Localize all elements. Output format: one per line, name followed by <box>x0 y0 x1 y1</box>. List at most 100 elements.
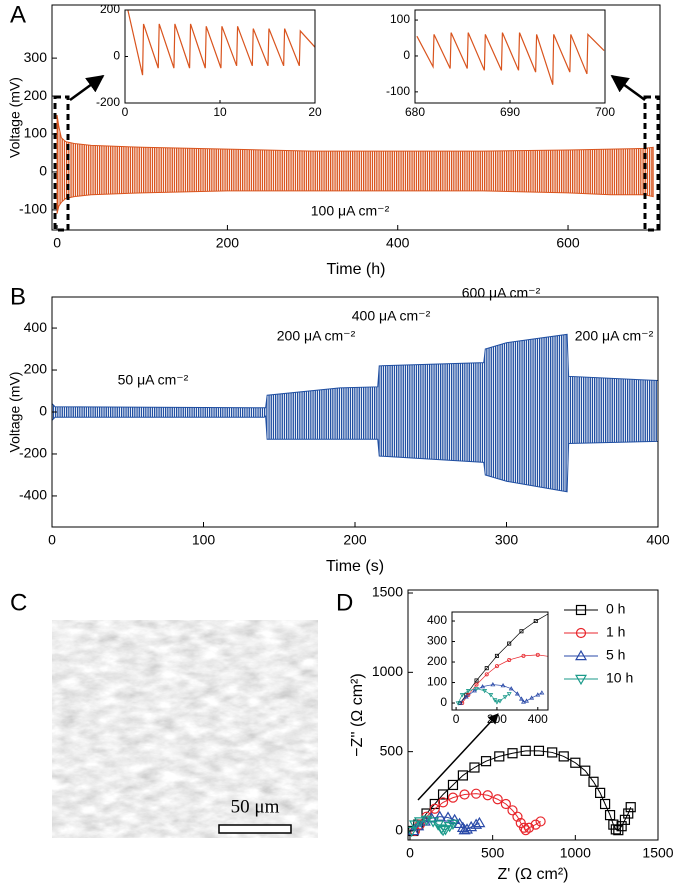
y-tick-label: 300 <box>427 634 447 648</box>
marker <box>480 684 486 689</box>
annotation: 600 μA cm⁻² <box>462 285 541 301</box>
y-tick-label: 1500 <box>372 584 403 600</box>
series-line <box>414 793 541 832</box>
y-tick-label: 400 <box>427 613 447 627</box>
marker <box>463 694 469 699</box>
marker <box>507 657 512 662</box>
x-tick-label: 20 <box>308 105 322 119</box>
zoom-box <box>643 95 660 232</box>
scale-bar-label: 50 μm <box>231 796 280 817</box>
marker <box>490 682 496 687</box>
x-tick-label: 0 <box>122 105 129 119</box>
marker <box>595 787 606 798</box>
x-tick-label: 10 <box>213 105 227 119</box>
legend-label: 5 h <box>606 647 625 663</box>
y-tick-label: 0 <box>39 403 47 419</box>
panel-letter: D <box>336 589 353 616</box>
marker <box>439 825 452 836</box>
x-axis-label: Time (s) <box>326 558 384 575</box>
arrow <box>69 74 105 102</box>
voltage-line <box>416 32 605 85</box>
marker <box>533 745 545 756</box>
marker <box>524 698 530 703</box>
y-tick-label: 1000 <box>372 663 403 679</box>
marker <box>472 688 477 693</box>
legend-label: 1 h <box>606 624 625 640</box>
marker <box>518 696 524 701</box>
marker <box>587 683 590 686</box>
marker <box>619 814 631 825</box>
x-tick-label: 200 <box>343 532 367 548</box>
annotation: 200 μA cm⁻² <box>575 328 654 344</box>
marker <box>521 699 526 704</box>
voltage-band <box>52 333 658 493</box>
marker <box>512 811 523 822</box>
x-tick-label: 400 <box>528 712 548 726</box>
x-tick-label: 690 <box>500 105 520 119</box>
marker <box>446 819 459 830</box>
marker <box>459 693 465 698</box>
marker <box>413 817 426 828</box>
arrow <box>417 713 499 801</box>
marker <box>408 820 421 831</box>
y-tick-label: 300 <box>24 49 48 65</box>
marker <box>494 751 505 762</box>
marker <box>435 824 448 835</box>
marker <box>502 695 508 700</box>
x-tick-label: 700 <box>595 105 615 119</box>
annotation: 100 μA cm⁻² <box>311 203 390 219</box>
legend-marker <box>575 604 587 616</box>
y-tick-label: 0 <box>440 695 447 709</box>
marker <box>437 789 449 800</box>
marker <box>616 821 627 832</box>
marker <box>595 697 598 700</box>
marker <box>599 798 611 810</box>
marker <box>469 762 480 773</box>
marker <box>437 825 450 837</box>
y-tick-label: 400 <box>24 319 48 335</box>
marker <box>523 822 535 833</box>
marker <box>474 678 479 683</box>
x-tick-label: 100 <box>192 532 216 548</box>
y-tick-label: 0 <box>395 822 403 838</box>
marker <box>520 825 531 836</box>
marker <box>455 701 461 706</box>
y-axis-label: Voltage (mV) <box>7 77 23 158</box>
marker <box>573 667 576 670</box>
marker <box>500 798 511 810</box>
marker <box>565 605 568 608</box>
marker <box>630 600 633 603</box>
series-line <box>459 613 548 704</box>
annotation: 200 μA cm⁻² <box>277 328 356 344</box>
marker <box>535 652 540 657</box>
marker <box>474 686 479 692</box>
series-line <box>461 654 548 704</box>
x-tick-label: 0 <box>48 532 56 548</box>
marker <box>529 695 535 700</box>
marker <box>547 747 558 758</box>
marker <box>625 802 636 813</box>
y-tick-label: 0 <box>39 163 47 179</box>
marker <box>497 699 503 704</box>
marker <box>602 697 605 700</box>
y-tick-label: 0 <box>113 49 120 63</box>
marker <box>507 748 518 759</box>
marker <box>427 817 440 828</box>
marker <box>644 605 647 608</box>
plot-data <box>455 600 647 706</box>
plot-data <box>56 114 654 214</box>
marker <box>520 745 531 756</box>
marker <box>521 653 526 658</box>
plot-frame <box>51 4 661 231</box>
legend-marker <box>575 649 587 661</box>
x-axis-label: Time (h) <box>327 261 386 278</box>
marker <box>580 765 591 776</box>
scale-bar <box>218 824 292 834</box>
voltage-line <box>127 10 315 76</box>
marker <box>459 789 470 800</box>
marker <box>494 653 499 658</box>
marker <box>514 691 520 696</box>
y-tick-label: 0 <box>403 48 410 62</box>
marker <box>494 700 500 705</box>
plot-data <box>408 745 636 838</box>
